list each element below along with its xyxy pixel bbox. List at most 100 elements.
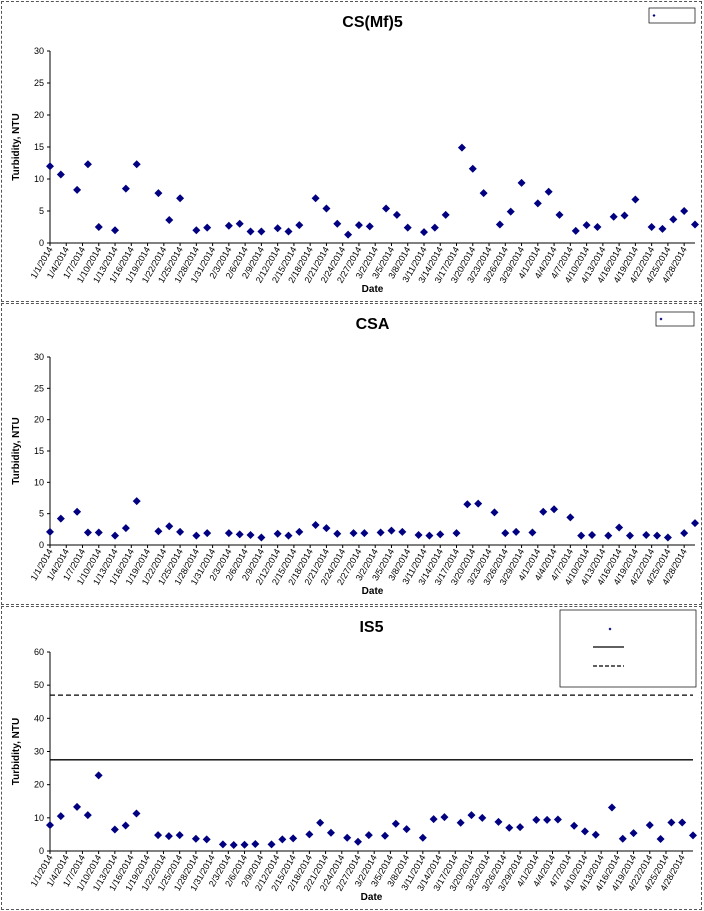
data-point	[501, 529, 510, 538]
data-point	[192, 226, 201, 235]
data-point	[663, 533, 672, 542]
y-tick-label: 5	[39, 206, 44, 216]
data-point	[353, 837, 362, 846]
data-point	[667, 818, 676, 827]
data-point	[121, 524, 130, 533]
data-point	[267, 840, 276, 849]
data-point	[478, 813, 487, 822]
data-point	[305, 830, 314, 839]
y-tick-label: 0	[39, 846, 44, 856]
y-tick-label: 30	[34, 46, 44, 56]
data-point	[364, 831, 373, 840]
data-point	[56, 812, 65, 821]
data-point	[132, 160, 141, 169]
data-point	[257, 533, 266, 542]
data-point	[474, 499, 483, 508]
data-point	[441, 210, 450, 219]
data-point	[229, 841, 238, 850]
data-point	[494, 817, 503, 826]
legend-marker	[652, 14, 656, 17]
data-point	[680, 207, 689, 215]
data-point	[419, 228, 428, 237]
data-point	[154, 189, 163, 198]
legend-marker	[608, 627, 612, 631]
data-point	[83, 160, 92, 169]
data-point	[517, 178, 526, 187]
data-point	[83, 528, 92, 537]
data-point	[414, 530, 423, 539]
data-point	[284, 227, 293, 236]
data-point	[203, 529, 212, 538]
chart-title: CS(Mf)5	[342, 14, 403, 31]
data-point	[224, 529, 233, 538]
data-point	[376, 528, 385, 537]
data-point	[490, 508, 499, 517]
data-point	[691, 519, 699, 528]
legend-marker	[659, 317, 663, 321]
data-point	[392, 210, 401, 219]
data-point	[418, 833, 427, 842]
data-series	[46, 771, 697, 850]
data-point	[615, 523, 624, 532]
chart-title: CSA	[356, 316, 390, 333]
data-point	[132, 497, 141, 506]
data-point	[570, 821, 579, 830]
y-tick-label: 15	[34, 142, 44, 152]
y-tick-label: 25	[34, 383, 44, 393]
data-point	[235, 530, 244, 539]
data-point	[175, 831, 184, 840]
data-point	[543, 815, 552, 824]
data-point	[452, 529, 461, 538]
y-tick-label: 50	[34, 680, 44, 690]
data-point	[391, 819, 400, 828]
data-point	[349, 529, 358, 538]
data-point	[311, 194, 320, 203]
data-point	[354, 221, 363, 230]
data-point	[164, 832, 173, 841]
data-point	[629, 829, 638, 838]
data-point	[295, 527, 304, 536]
data-point	[284, 531, 293, 540]
data-point	[344, 230, 353, 239]
data-point	[46, 821, 54, 830]
data-point	[110, 825, 119, 834]
data-point	[289, 834, 298, 843]
data-point	[456, 818, 465, 827]
y-tick-label: 60	[34, 647, 44, 657]
data-point	[550, 505, 559, 514]
data-point	[680, 529, 689, 538]
data-point	[658, 224, 667, 233]
data-point	[591, 830, 600, 839]
data-point	[56, 170, 65, 179]
data-point	[218, 840, 227, 849]
data-point	[653, 531, 662, 540]
y-tick-label: 40	[34, 713, 44, 723]
data-point	[429, 815, 438, 824]
data-point	[316, 818, 325, 827]
data-point	[588, 530, 597, 539]
data-point	[512, 527, 521, 536]
data-point	[192, 531, 201, 540]
data-point	[607, 803, 616, 812]
data-point	[273, 529, 282, 538]
data-point	[191, 834, 200, 843]
data-point	[387, 526, 396, 535]
data-point	[656, 835, 665, 844]
data-point	[154, 831, 163, 840]
data-point	[544, 187, 553, 196]
data-point	[425, 531, 434, 540]
chart-panel-csa: CSA 0 5 10 15 20 25 30 1/1/2014 1/4/2014 1/7/2014 1…	[1, 303, 702, 605]
data-point	[176, 194, 185, 203]
data-point	[257, 227, 266, 236]
data-point	[73, 507, 82, 516]
data-point	[333, 219, 342, 228]
data-point	[555, 210, 564, 219]
data-point	[94, 223, 103, 231]
y-tick-label: 30	[34, 747, 44, 757]
y-tick-label: 10	[34, 174, 44, 184]
data-point	[343, 833, 352, 842]
data-series	[46, 497, 699, 542]
chart-panel-cs-mf-5: CS(Mf)5 0 5 10 15 20 25 30 1/1/2014 1/4/2014 1/7/2…	[1, 1, 702, 302]
y-axis-label: Turbidity, NTU	[11, 718, 22, 785]
